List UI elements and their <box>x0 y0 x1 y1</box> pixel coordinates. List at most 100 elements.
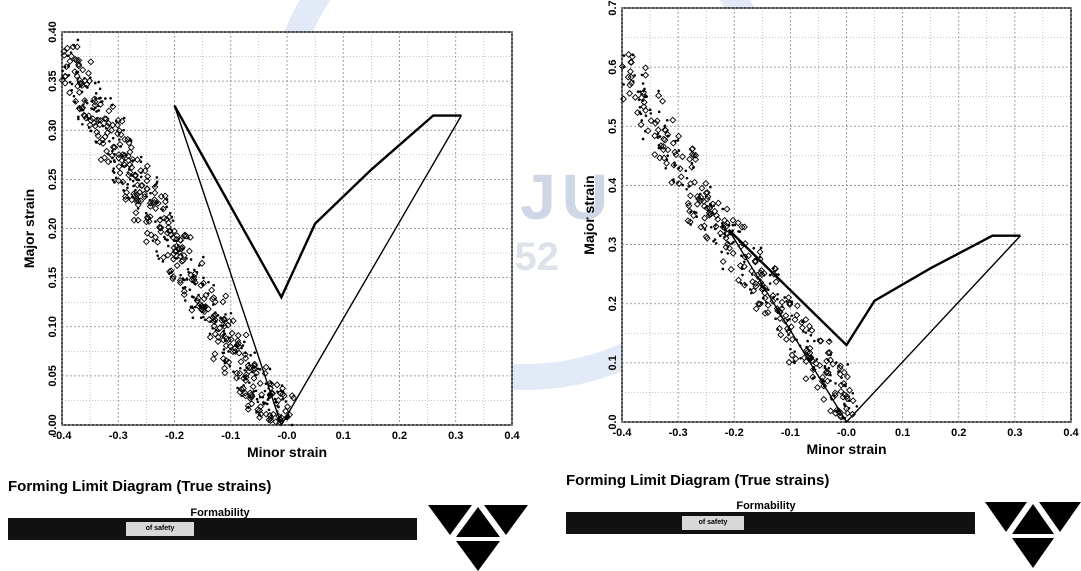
strain-point <box>81 97 89 104</box>
strain-point <box>250 374 258 382</box>
strain-point <box>240 394 243 398</box>
flc-lower-curve <box>173 105 462 427</box>
strain-point <box>179 273 182 277</box>
strain-point <box>793 350 796 353</box>
strain-point <box>72 43 76 47</box>
strain-point <box>249 353 252 357</box>
strain-point <box>107 152 110 156</box>
strain-point <box>216 324 224 332</box>
strain-point <box>654 126 662 134</box>
y-tick-label: 0.20 <box>47 218 59 239</box>
strain-point <box>135 178 139 181</box>
strain-point <box>143 185 151 193</box>
strain-point <box>672 178 675 181</box>
strain-point <box>233 374 241 382</box>
strain-point <box>805 322 813 330</box>
strain-point <box>814 384 821 391</box>
strain-point <box>280 392 288 400</box>
strain-point <box>183 299 187 302</box>
strain-point <box>198 259 206 267</box>
x-tick-label: 0.4 <box>1063 427 1079 439</box>
strain-point <box>670 161 678 169</box>
strain-point <box>80 111 88 119</box>
strain-point <box>703 189 711 197</box>
strain-point <box>218 317 226 325</box>
strain-point <box>116 140 124 148</box>
strain-point <box>242 354 250 362</box>
strain-point <box>236 388 244 396</box>
strain-point <box>191 306 194 310</box>
strain-point <box>81 123 84 126</box>
right-navigation-arrows[interactable] <box>985 502 1081 568</box>
strain-point <box>93 81 97 85</box>
strain-point <box>108 152 116 160</box>
strain-point <box>229 317 237 325</box>
strain-point <box>748 288 752 291</box>
y-tick-label: 0.7 <box>607 0 619 15</box>
strain-point <box>798 318 806 326</box>
strain-point <box>77 115 80 119</box>
strain-point <box>713 238 717 241</box>
strain-point <box>132 184 135 188</box>
strain-point <box>829 360 837 368</box>
strain-point <box>631 93 639 101</box>
left-navigation-arrows[interactable] <box>428 505 528 571</box>
strain-point <box>86 121 94 129</box>
strain-point <box>91 98 99 106</box>
strain-point <box>118 117 126 125</box>
strain-point <box>638 94 645 102</box>
strain-point <box>101 154 108 162</box>
strain-point <box>745 252 752 260</box>
strain-point <box>180 252 188 259</box>
strain-point <box>791 316 799 324</box>
strain-point <box>793 311 801 319</box>
right-triangle-down-bottom-icon[interactable] <box>1012 538 1054 568</box>
strain-point <box>723 229 731 237</box>
x-tick-label: -0.3 <box>669 427 688 439</box>
strain-point <box>176 277 184 284</box>
strain-point <box>732 240 735 244</box>
strain-point <box>85 69 92 77</box>
strain-point <box>788 317 791 321</box>
strain-point <box>152 233 159 241</box>
strain-point <box>116 169 124 177</box>
right-triangle-down-right-icon[interactable] <box>1039 502 1081 532</box>
strain-point <box>212 283 215 287</box>
left-triangle-down-right-icon[interactable] <box>484 505 528 535</box>
strain-point <box>161 198 169 206</box>
strain-point <box>206 292 210 295</box>
strain-point <box>114 121 122 129</box>
left-formability-label: Formability <box>190 507 250 519</box>
strain-point <box>673 161 676 164</box>
strain-point <box>712 239 715 243</box>
x-tick-label: -0.4 <box>613 427 633 439</box>
strain-point <box>156 254 160 257</box>
strain-point <box>181 231 189 239</box>
strain-point <box>234 331 242 339</box>
x-axis-title: Minor strain <box>806 441 886 457</box>
strain-point <box>827 366 831 370</box>
strain-point <box>672 151 680 159</box>
strain-point <box>193 282 197 285</box>
strain-point <box>98 87 102 91</box>
y-tick-label: 0.35 <box>47 70 59 91</box>
strain-point <box>692 151 700 159</box>
strain-point <box>837 388 845 395</box>
x-tick-label: 0.3 <box>1007 427 1022 439</box>
strain-point <box>685 202 693 210</box>
strain-point <box>94 106 97 110</box>
right-formability-bar: of safety <box>566 512 975 534</box>
left-triangle-down-bottom-icon[interactable] <box>456 541 500 571</box>
strain-point <box>143 229 151 237</box>
strain-point <box>785 294 793 302</box>
strain-point <box>726 252 730 255</box>
strain-point <box>222 324 225 327</box>
strain-point <box>642 64 650 72</box>
strain-point <box>652 119 659 127</box>
strain-point <box>126 186 129 190</box>
strain-point <box>245 364 253 372</box>
y-tick-label: 0.3 <box>607 237 619 252</box>
strain-point <box>94 96 97 100</box>
strain-point <box>201 283 205 287</box>
strain-point <box>686 207 694 215</box>
